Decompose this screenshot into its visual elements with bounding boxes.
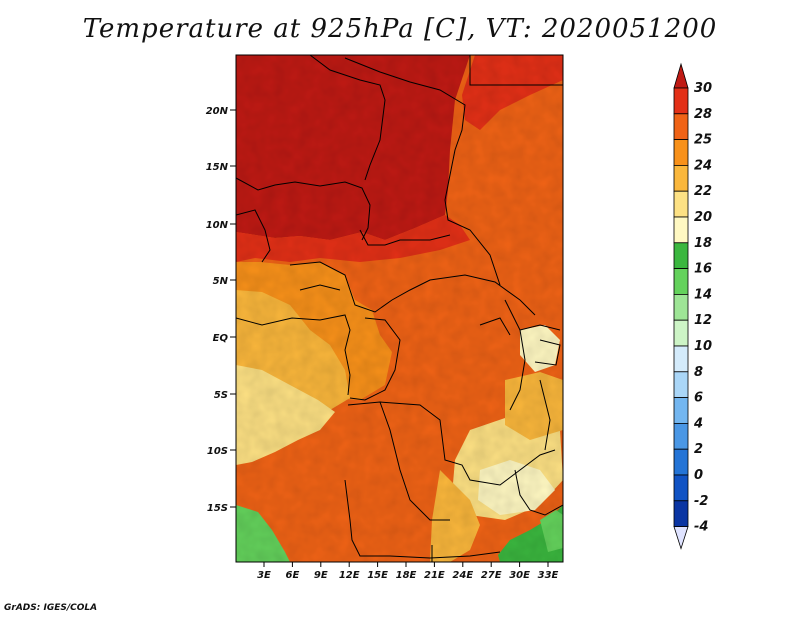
colorbar-top-triangle <box>673 62 689 89</box>
grads-credit: GrADS: IGES/COLA <box>4 603 98 613</box>
colorbar-tick-label: 4 <box>693 416 703 431</box>
colorbar-segment <box>673 190 689 218</box>
lat-label: 10N <box>206 220 229 231</box>
colorbar-tick-label: 18 <box>694 236 712 251</box>
colorbar-segment <box>673 87 689 115</box>
lat-label: EQ <box>213 333 229 344</box>
colorbar-tick-label: 28 <box>694 107 712 122</box>
lon-axis: 3E 6E 9E 12E 15E 18E 21E 24E 27E 30E 33E <box>257 562 559 581</box>
lon-label: 6E <box>286 570 300 581</box>
country-borders <box>236 55 563 562</box>
lat-label: 5S <box>214 390 228 401</box>
colorbar-tick-label: 14 <box>694 287 712 302</box>
chart-title: Temperature at 925hPa [C], VT: 202005120… <box>82 14 718 44</box>
colorbar-segment <box>673 345 689 373</box>
colorbar-segment <box>673 397 689 424</box>
colorbar-tick-label: 12 <box>694 313 712 328</box>
colorbar-segment <box>673 448 689 476</box>
colorbar-tick-label: 25 <box>694 133 712 148</box>
colorbar-segment <box>673 268 689 295</box>
temperature-field <box>236 55 563 562</box>
lon-label: 27E <box>481 570 502 581</box>
lon-label: 18E <box>396 570 417 581</box>
colorbar-segment <box>673 474 689 502</box>
lat-label: 20N <box>206 106 229 117</box>
lat-axis: 20N 15N 10N 5N EQ 5S 10S 15S <box>206 106 236 514</box>
colorbar-tick-label: 20 <box>694 210 712 225</box>
colorbar-segment <box>673 164 689 192</box>
lon-label: 33E <box>538 570 559 581</box>
colorbar-tick-label: -4 <box>694 520 708 535</box>
colorbar-tick-label: 16 <box>694 262 712 277</box>
lat-label: 10S <box>207 446 228 457</box>
lat-label: 15N <box>206 162 229 173</box>
colorbar-tick-label: 2 <box>694 442 703 457</box>
colorbar-tick-label: 8 <box>694 365 703 380</box>
colorbar-tick-label: 24 <box>694 158 712 173</box>
colorbar-tick-label: 10 <box>694 339 712 354</box>
lon-label: 3E <box>257 570 271 581</box>
lon-label: 21E <box>424 570 445 581</box>
colorbar-tick-label: 6 <box>694 391 703 406</box>
map-frame <box>235 54 564 563</box>
lon-label: 9E <box>314 570 328 581</box>
colorbar-tick-label: 30 <box>694 81 712 96</box>
colorbar-bottom-triangle <box>673 526 689 550</box>
colorbar-segment <box>673 113 689 141</box>
colorbar-segment <box>673 293 689 321</box>
colorbar-tick-label: 22 <box>694 184 712 199</box>
lon-label: 15E <box>367 570 388 581</box>
colorbar-segment <box>673 242 689 270</box>
lat-label: 15S <box>207 503 228 514</box>
colorbar-segment <box>673 216 689 244</box>
lon-label: 30E <box>509 570 530 581</box>
colorbar-segment <box>673 319 689 347</box>
colorbar-tick-label: -2 <box>694 494 708 509</box>
colorbar-segment <box>673 371 689 398</box>
lon-label: 12E <box>339 570 360 581</box>
colorbar-segment <box>673 422 689 450</box>
colorbar-segment <box>673 500 689 527</box>
lat-label: 5N <box>213 276 229 287</box>
colorbar-segment <box>673 139 689 166</box>
colorbar-tick-label: 0 <box>694 468 703 483</box>
lon-label: 24E <box>452 570 473 581</box>
